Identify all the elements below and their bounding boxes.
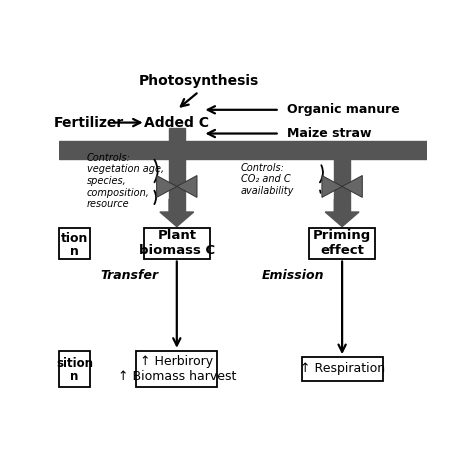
- Text: Photosynthesis: Photosynthesis: [139, 73, 259, 88]
- Polygon shape: [156, 175, 177, 197]
- Polygon shape: [342, 175, 362, 197]
- Polygon shape: [325, 199, 359, 227]
- Bar: [169, 159, 184, 213]
- Text: Fertilizer: Fertilizer: [54, 116, 124, 129]
- FancyBboxPatch shape: [59, 228, 91, 258]
- Text: Maize straw: Maize straw: [287, 127, 372, 140]
- Text: tion: tion: [61, 232, 88, 245]
- Bar: [334, 159, 350, 213]
- FancyBboxPatch shape: [309, 228, 375, 258]
- Text: Emission: Emission: [261, 269, 324, 283]
- Text: Added C: Added C: [144, 116, 210, 129]
- Text: ↑ Respiration: ↑ Respiration: [300, 363, 385, 375]
- Text: Controls:
CO₂ and C
availability: Controls: CO₂ and C availability: [241, 163, 294, 196]
- Bar: [59, 141, 427, 159]
- Text: Priming
effect: Priming effect: [313, 229, 371, 257]
- Text: Controls:
vegetation age,
species,
composition,
resource: Controls: vegetation age, species, compo…: [87, 153, 164, 209]
- Text: Transfer: Transfer: [100, 269, 158, 283]
- Text: Organic manure: Organic manure: [287, 103, 400, 116]
- Text: Plant
biomass C: Plant biomass C: [139, 229, 215, 257]
- FancyBboxPatch shape: [144, 228, 210, 258]
- Text: sition: sition: [56, 356, 93, 370]
- Polygon shape: [177, 175, 197, 197]
- FancyBboxPatch shape: [59, 351, 91, 387]
- Text: n: n: [70, 245, 79, 257]
- Text: n: n: [71, 371, 79, 383]
- FancyBboxPatch shape: [137, 351, 217, 387]
- Bar: [169, 128, 184, 141]
- FancyBboxPatch shape: [301, 357, 383, 381]
- Text: ↑ Herbirory
↑ Biomass harvest: ↑ Herbirory ↑ Biomass harvest: [118, 355, 236, 383]
- Polygon shape: [322, 175, 342, 197]
- Polygon shape: [160, 199, 194, 227]
